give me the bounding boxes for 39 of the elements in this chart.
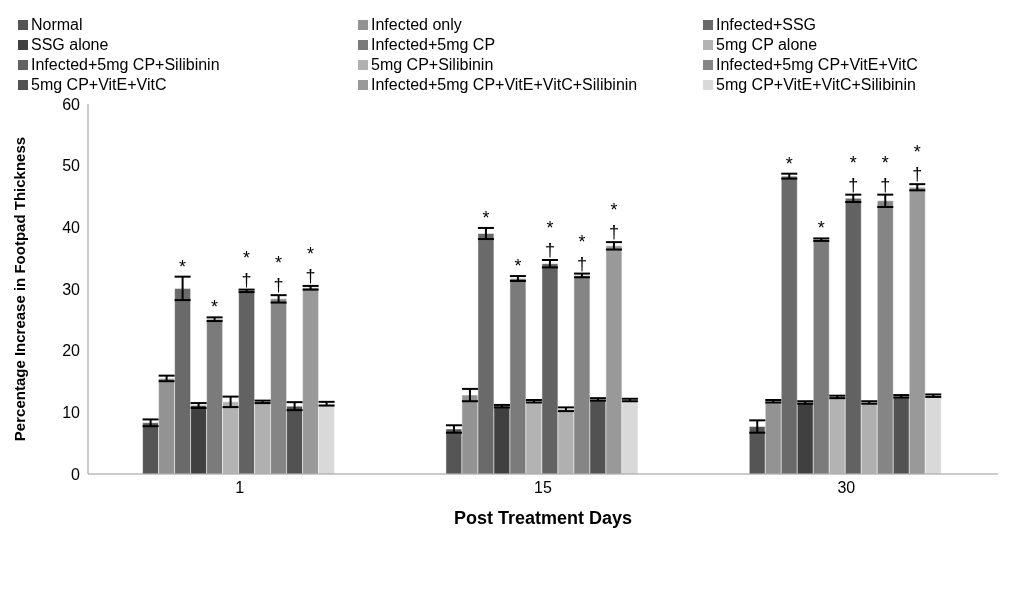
data-label: * † <box>241 247 252 290</box>
legend-label: 5mg CP+VitE+VitC+Silibinin <box>716 76 916 94</box>
legend-label: Normal <box>31 16 83 34</box>
legend-label: SSG alone <box>31 36 109 54</box>
data-label: * <box>211 297 219 318</box>
data-label: * <box>785 153 793 174</box>
y-tick-label: 30 <box>62 280 81 298</box>
y-tick-label: 40 <box>62 219 81 237</box>
legend-label: Infected+5mg CP+VitE+VitC+Silibinin <box>371 76 638 94</box>
data-label: * † <box>912 142 923 185</box>
x-tick-label: 15 <box>534 479 552 497</box>
y-tick-label: 0 <box>71 465 81 483</box>
legend-label: Infected only <box>371 16 462 34</box>
legend-label: 5mg CP alone <box>716 36 818 54</box>
x-axis-title: Post Treatment Days <box>453 508 633 528</box>
data-label: * <box>817 218 825 239</box>
legend-label: 5mg CP+VitE+VitC <box>31 76 167 94</box>
data-label: * <box>514 256 522 277</box>
data-label: * † <box>273 253 284 296</box>
data-label: * <box>179 256 187 277</box>
y-tick-label: 10 <box>62 404 81 422</box>
y-tick-label: 60 <box>62 95 81 113</box>
y-tick-label: 20 <box>62 342 81 360</box>
data-label: * † <box>880 152 891 195</box>
legend-label: Infected+5mg CP <box>371 36 496 54</box>
x-tick-label: 30 <box>837 479 856 497</box>
data-label: * † <box>576 231 587 274</box>
data-label: * † <box>305 243 316 286</box>
data-label: * † <box>544 218 555 261</box>
legend-label: Infected+5mg CP+VitE+VitC <box>716 56 918 74</box>
legend-label: Infected+SSG <box>716 16 817 34</box>
data-label: * <box>482 207 490 228</box>
x-tick-label: 1 <box>235 479 245 497</box>
y-tick-label: 50 <box>62 157 81 175</box>
data-label: * † <box>608 200 619 243</box>
legend-label: Infected+5mg CP+Silibinin <box>31 56 220 74</box>
data-label: * † <box>848 152 859 195</box>
y-axis-title: Percentage Increase in Footpad Thickness <box>11 136 29 442</box>
legend-label: 5mg CP+Silibinin <box>371 56 494 74</box>
